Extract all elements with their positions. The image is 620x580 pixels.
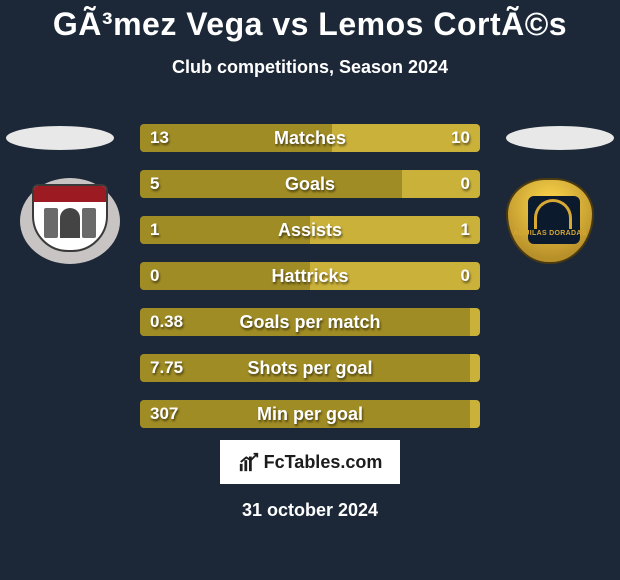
comparison-bar-left-fill [140,354,470,382]
comparison-bar-right-fill [470,400,480,428]
comparison-bar-row: Matches1310 [140,124,480,152]
fctables-logo-icon [238,451,260,473]
comparison-bar-row: Hattricks00 [140,262,480,290]
comparison-bar-row: Assists11 [140,216,480,244]
comparison-bar-right-fill [310,262,480,290]
comparison-bar-left-fill [140,400,470,428]
team-left-crest [20,178,120,264]
subtitle: Club competitions, Season 2024 [0,57,620,78]
crest-right-shield: AGUILAS DORADAS [506,178,594,264]
comparison-bar-left-fill [140,170,402,198]
comparison-bars: Matches1310 Goals50 Assists11 Hattricks00 Go… [140,124,480,446]
crest-left-tower [44,208,58,238]
comparison-bar-right-fill [310,216,480,244]
team-right-crest: AGUILAS DORADAS [500,178,600,264]
comparison-bar-row: Min per goal307 [140,400,480,428]
comparison-bar-left-fill [140,262,310,290]
crest-right-arc [534,199,572,229]
crest-left-shield [32,184,108,252]
fctables-badge: FcTables.com [220,440,400,484]
crest-left-banner [34,186,106,202]
fctables-text: FcTables.com [264,452,383,473]
comparison-bar-left-fill [140,308,470,336]
player-right-silhouette [506,126,614,150]
player-left-silhouette [6,126,114,150]
crest-right-label: AGUILAS DORADAS [508,230,592,237]
comparison-bar-right-fill [402,170,480,198]
footer-date: 31 october 2024 [0,500,620,521]
crest-left-tower [82,208,96,238]
comparison-bar-left-fill [140,124,332,152]
comparison-bar-row: Shots per goal7.75 [140,354,480,382]
comparison-bar-right-fill [470,308,480,336]
comparison-bar-left-fill [140,216,310,244]
comparison-bar-row: Goals per match0.38 [140,308,480,336]
crest-left-gate [60,208,80,238]
page-title: GÃ³mez Vega vs Lemos CortÃ©s [0,0,620,43]
comparison-bar-row: Goals50 [140,170,480,198]
crest-left-towers [44,208,96,238]
comparison-bar-right-fill [332,124,480,152]
comparison-bar-right-fill [470,354,480,382]
